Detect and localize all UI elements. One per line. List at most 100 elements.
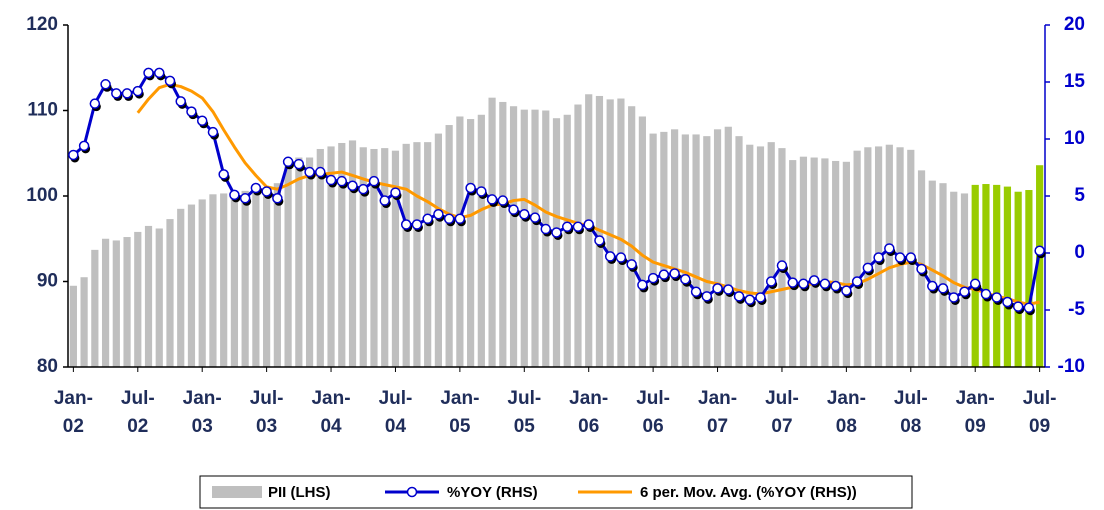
marker (261, 186, 272, 197)
marker (626, 259, 637, 270)
marker (701, 291, 713, 302)
bar (273, 183, 281, 367)
marker (841, 285, 852, 296)
bar (359, 147, 367, 367)
bar (305, 157, 314, 367)
marker (357, 183, 369, 195)
marker (787, 277, 798, 288)
marker (315, 166, 326, 178)
bar (960, 193, 969, 367)
legend-marker (406, 486, 418, 498)
marker (851, 276, 863, 287)
bar (928, 180, 936, 367)
y-tick-label: 100 (26, 185, 58, 206)
bar (724, 126, 732, 368)
bar (177, 208, 185, 367)
bar (144, 225, 153, 367)
x-tick-label: Jan-09 (956, 388, 995, 437)
bar (413, 142, 421, 367)
marker (980, 288, 992, 300)
bar (950, 191, 958, 367)
bar (681, 134, 689, 367)
y2-tick-label: 5 (1074, 185, 1085, 206)
marker (154, 67, 165, 79)
marker (368, 175, 380, 187)
bar (155, 228, 163, 367)
marker (1034, 245, 1045, 256)
bar (649, 133, 657, 367)
y2-tick-label: -5 (1068, 299, 1085, 320)
bar (638, 116, 646, 367)
marker (723, 284, 734, 295)
marker (465, 182, 476, 194)
marker (991, 292, 1002, 303)
bar (445, 125, 453, 367)
marker (594, 235, 605, 246)
marker (325, 174, 337, 186)
bar (348, 140, 357, 367)
x-tick-label: Jan-07 (698, 388, 737, 437)
bar (402, 143, 410, 367)
marker (390, 187, 401, 198)
marker (207, 126, 219, 138)
bar (338, 142, 346, 367)
y2-tick-label: 0 (1074, 242, 1085, 263)
marker (669, 268, 680, 279)
bar (542, 110, 550, 367)
marker (272, 193, 283, 204)
bar (467, 119, 475, 367)
bar (810, 157, 818, 367)
marker (519, 208, 530, 220)
bar (703, 136, 711, 367)
x-tick-label: Jan-02 (54, 388, 93, 437)
bar (499, 101, 507, 367)
bar (263, 193, 271, 367)
bar (735, 136, 743, 367)
x-tick-label: Jan-05 (440, 388, 479, 437)
marker (808, 275, 820, 286)
marker (143, 67, 154, 79)
bar (692, 134, 700, 367)
x-tick-label: Jan-04 (311, 388, 350, 437)
marker (433, 208, 444, 220)
bar (166, 219, 174, 367)
marker (111, 88, 122, 99)
marker (680, 273, 691, 285)
marker (755, 292, 766, 303)
marker (497, 195, 509, 206)
marker (969, 278, 981, 290)
marker (873, 252, 884, 263)
bar (552, 118, 561, 367)
y-tick-label: 120 (26, 14, 58, 35)
marker (1023, 302, 1035, 313)
y2-tick-label: 15 (1064, 71, 1086, 92)
marker (894, 252, 906, 263)
bar (252, 187, 260, 367)
marker (476, 186, 487, 197)
x-tick-label: Jul-05 (507, 388, 541, 437)
bar (842, 161, 850, 367)
marker (508, 204, 519, 215)
marker (164, 75, 176, 87)
x-tick-label: Jul-09 (1023, 388, 1057, 437)
x-tick-label: Jul-07 (765, 388, 799, 437)
bar (789, 160, 797, 367)
marker (916, 263, 927, 275)
y-tick-label: 110 (27, 100, 58, 121)
marker (637, 279, 648, 291)
marker (959, 286, 970, 298)
y2-tick-label: 20 (1064, 14, 1085, 35)
legend-label: 6 per. Mov. Avg. (%YOY (RHS)) (640, 484, 857, 501)
bar (69, 285, 77, 367)
marker (712, 283, 723, 294)
bar (209, 194, 217, 367)
marker (454, 213, 466, 225)
legend-label: %YOY (RHS) (447, 484, 538, 501)
bar (1025, 190, 1033, 367)
marker (604, 251, 616, 262)
marker (486, 194, 498, 205)
marker (336, 175, 348, 187)
marker (830, 280, 841, 292)
x-tick-label: Jul-03 (250, 388, 284, 437)
bar (241, 190, 249, 367)
